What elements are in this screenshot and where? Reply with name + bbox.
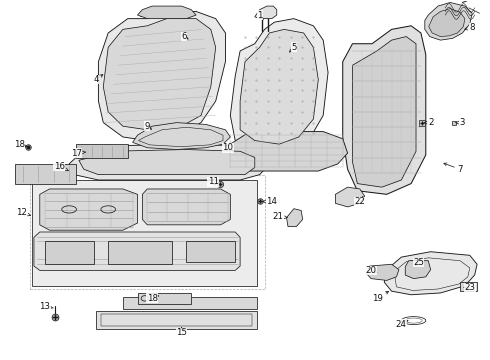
Text: 18: 18 [14,140,27,149]
Bar [123,297,257,309]
Text: 4: 4 [93,75,103,84]
Text: 19: 19 [372,291,389,303]
Text: 5: 5 [290,43,296,52]
Text: 17: 17 [71,149,85,158]
Text: 11: 11 [208,177,219,186]
Polygon shape [352,37,416,187]
Text: 6: 6 [181,32,188,41]
Polygon shape [335,187,365,207]
Polygon shape [343,26,426,194]
Bar [32,180,257,286]
Polygon shape [460,282,477,291]
Polygon shape [103,19,216,130]
Text: 20: 20 [366,266,377,275]
Polygon shape [366,264,399,280]
Text: 21: 21 [273,212,287,221]
Polygon shape [40,189,138,230]
Bar [141,11,154,16]
Text: 23: 23 [464,283,475,292]
Text: 12: 12 [16,208,30,217]
Text: 18: 18 [147,294,159,303]
Polygon shape [45,241,94,264]
Polygon shape [230,19,328,151]
Text: 10: 10 [222,143,234,152]
Text: 1: 1 [257,10,263,20]
Bar [15,164,76,184]
Polygon shape [405,261,431,279]
Bar [138,293,191,304]
Text: 7: 7 [444,163,463,174]
Polygon shape [425,3,472,40]
Polygon shape [240,30,318,144]
Polygon shape [138,6,196,19]
Polygon shape [186,241,235,262]
Text: 25: 25 [413,258,424,267]
Text: 8: 8 [465,23,475,32]
Bar [159,11,172,16]
Polygon shape [34,232,240,270]
Polygon shape [429,9,465,37]
Polygon shape [79,149,255,175]
Text: 2: 2 [424,118,434,127]
Text: 9: 9 [145,122,151,131]
Text: 22: 22 [354,197,366,206]
Polygon shape [98,12,225,140]
Text: 15: 15 [176,328,187,337]
Polygon shape [255,6,277,19]
Bar [76,144,128,158]
Bar [96,311,257,329]
Polygon shape [225,132,347,171]
Text: 3: 3 [456,118,465,127]
Polygon shape [143,189,230,225]
Polygon shape [108,241,172,264]
Text: 14: 14 [263,197,277,206]
Polygon shape [69,144,270,180]
Polygon shape [287,209,303,226]
Text: 24: 24 [396,320,408,329]
Text: 13: 13 [39,302,53,311]
Text: 16: 16 [54,162,68,171]
Polygon shape [384,252,477,295]
Bar [101,314,252,326]
Polygon shape [133,123,230,149]
